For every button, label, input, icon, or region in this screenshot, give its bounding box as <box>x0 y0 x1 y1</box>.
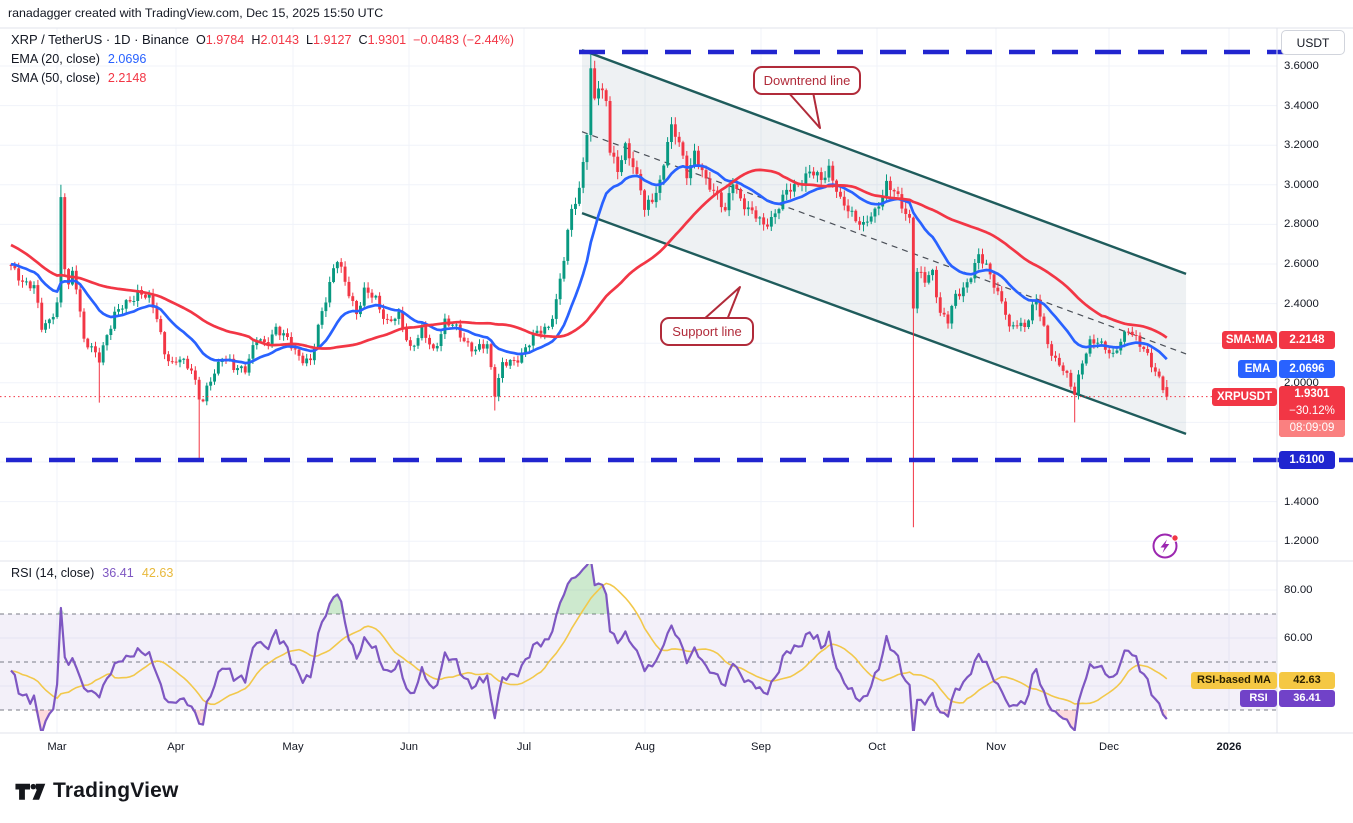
rsi-ma-axis-label: RSI-based MA <box>1191 672 1277 689</box>
ema-line <box>10 164 1168 365</box>
last-price-value: 1.9301 <box>1294 388 1330 400</box>
time-axis-label: Aug <box>635 741 655 753</box>
open-value: 1.9784 <box>205 33 245 47</box>
rsi-oversold-fill <box>11 710 1167 731</box>
lightning-icon <box>1152 533 1179 559</box>
support-level-badge: 1.6100 <box>1279 451 1335 469</box>
time-axis-label: Apr <box>167 741 185 753</box>
sma-legend-row[interactable]: SMA (50, close) 2.2148 <box>11 69 514 89</box>
rsi-axis-value: 36.41 <box>1279 690 1335 707</box>
price-axis-label: 3.0000 <box>1284 178 1319 191</box>
symbol-axis-label: XRPUSDT <box>1212 388 1277 406</box>
sma-axis-label: SMA:MA <box>1222 331 1277 349</box>
high-prefix: H <box>251 33 261 47</box>
rsi-axis-label: RSI <box>1240 690 1277 707</box>
close-value: 1.9301 <box>367 33 407 47</box>
rsi-axis-label: 60.00 <box>1284 632 1313 644</box>
time-axis-label: Sep <box>751 741 771 753</box>
tradingview-logo-text: TradingView <box>53 779 179 802</box>
currency-toggle-button[interactable]: USDT <box>1281 30 1345 55</box>
quick-action-button[interactable] <box>1150 530 1182 562</box>
downtrend-callout[interactable]: Downtrend line <box>753 66 861 95</box>
support-callout[interactable]: Support line <box>660 317 754 346</box>
sma-axis-value: 2.2148 <box>1279 331 1335 349</box>
price-axis-label: 3.4000 <box>1284 99 1319 112</box>
rsi-ma-axis-value: 42.63 <box>1279 672 1335 689</box>
rsi-value: 36.41 <box>102 566 134 580</box>
last-price-badge: 1.9301 −30.12% 08:09:09 <box>1279 386 1345 437</box>
rsi-axis-label: 80.00 <box>1284 584 1313 596</box>
sma-value: 2.2148 <box>107 71 147 85</box>
down-wicks <box>10 60 1168 528</box>
time-axis-label: Nov <box>986 741 1006 753</box>
bar-countdown: 08:09:09 <box>1279 420 1345 437</box>
up-wicks <box>25 54 1126 406</box>
last-price-pct: −30.12% <box>1289 405 1335 417</box>
rsi-band <box>0 614 1277 710</box>
price-axis-label: 3.2000 <box>1284 139 1319 152</box>
ema-label: EMA (20, close) <box>11 51 100 66</box>
channel-fill <box>582 50 1187 434</box>
rsi-ma-value: 42.63 <box>141 566 174 580</box>
rsi-legend-row[interactable]: RSI (14, close) 36.41 42.63 <box>11 566 173 580</box>
price-axis-label: 2.6000 <box>1284 258 1319 270</box>
ema-legend-row[interactable]: EMA (20, close) 2.0696 <box>11 50 514 70</box>
rsi-overbought-fill <box>11 564 1167 614</box>
ema-value: 2.0696 <box>107 51 147 66</box>
time-axis-label: Oct <box>868 741 886 753</box>
symbol-legend-row[interactable]: XRP / TetherUS · 1D · Binance O1.9784 H2.0… <box>11 30 514 50</box>
price-axis-label: 2.0000 <box>1284 376 1319 389</box>
price-axis-label: 2.8000 <box>1284 218 1319 231</box>
time-axis-label: 2026 <box>1216 741 1242 753</box>
ema-axis-label: EMA <box>1238 360 1277 378</box>
time-axis-label: Jul <box>516 741 532 753</box>
time-axis-label: May <box>282 741 304 753</box>
time-axis-label: Jun <box>399 741 419 753</box>
price-axis-label: 3.6000 <box>1284 60 1319 72</box>
price-axis-label: 2.4000 <box>1284 297 1319 310</box>
symbol-legend: XRP / TetherUS · 1D · Binance O1.9784 H2.0… <box>11 30 514 89</box>
time-axis-label: Dec <box>1099 741 1119 753</box>
symbol-title[interactable]: XRP / TetherUS · 1D · Binance <box>11 32 189 47</box>
price-axis-label: 1.2000 <box>1284 535 1319 548</box>
low-value: 1.9127 <box>312 33 352 47</box>
change-value: −0.0483 (−2.44%) <box>413 33 514 47</box>
downtrend-callout-tail <box>787 91 821 129</box>
ema-axis-value: 2.0696 <box>1279 360 1335 378</box>
close-prefix: C <box>358 33 368 47</box>
time-axis-label: Mar <box>47 741 67 753</box>
high-value: 2.0143 <box>260 33 299 47</box>
rsi-label: RSI (14, close) <box>11 566 95 580</box>
tradingview-logo-icon <box>15 783 46 800</box>
tradingview-logo[interactable]: TradingView <box>14 777 179 805</box>
rsi-ma-line <box>10 582 1168 706</box>
sma-label: SMA (50, close) <box>11 71 100 85</box>
low-prefix: L <box>305 33 313 47</box>
rsi-line <box>10 564 1168 731</box>
credit-line: ranadagger created with TradingView.com,… <box>8 6 384 20</box>
downtrend-line <box>581 49 1187 276</box>
channel-median-line <box>581 131 1187 355</box>
pane-borders <box>0 27 1353 734</box>
gridlines <box>0 28 1277 733</box>
sma-line <box>10 168 1168 350</box>
open-prefix: O <box>196 33 206 47</box>
price-axis-label: 1.4000 <box>1284 495 1319 508</box>
